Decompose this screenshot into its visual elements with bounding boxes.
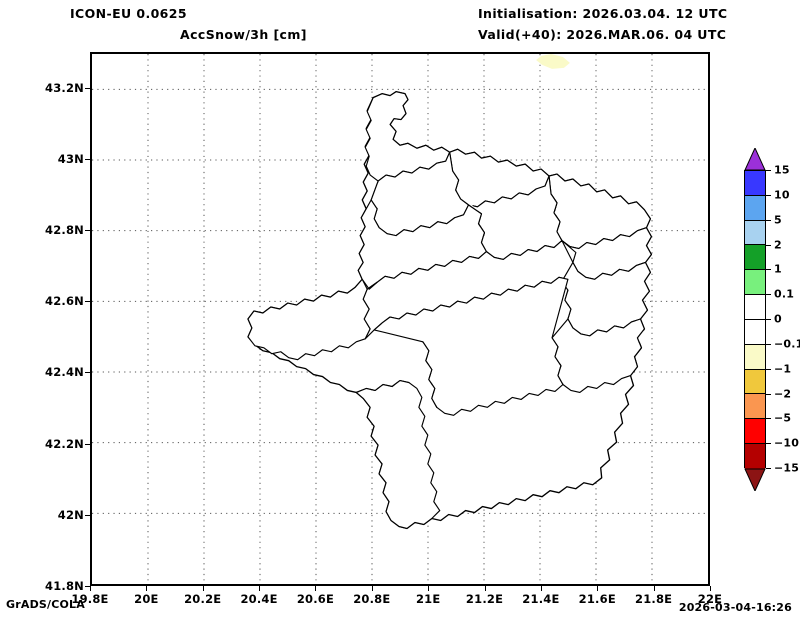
colorbar-band: [745, 245, 765, 270]
x-tick: [710, 586, 711, 591]
y-tick: [85, 515, 90, 516]
colorbar-band: [745, 345, 765, 370]
colorbar-band: [745, 394, 765, 419]
x-axis-label: 21.8E: [635, 592, 672, 606]
y-tick: [85, 230, 90, 231]
colorbar-band: [745, 419, 765, 444]
colorbar-tick-labels: 15 10 5 2 1 0.1 0 −0.1 −1 −2 −5 −10 −15: [768, 148, 800, 490]
x-tick: [259, 586, 260, 591]
colorbar: [744, 148, 766, 490]
colorbar-band: [745, 221, 765, 246]
x-axis-label: 20.6E: [297, 592, 334, 606]
colorbar-tick: [766, 369, 771, 370]
y-tick: [85, 301, 90, 302]
x-axis-label: 20.8E: [353, 592, 390, 606]
colorbar-label: −1: [774, 362, 791, 375]
colorbar-label: 1: [774, 263, 782, 276]
colorbar-label: 10: [774, 188, 790, 201]
x-tick: [146, 586, 147, 591]
y-axis-label: 42.4N: [36, 365, 84, 379]
y-axis-label: 42.2N: [36, 437, 84, 451]
colorbar-arrow-down: [744, 468, 766, 491]
x-axis-label: 21.6E: [579, 592, 616, 606]
colorbar-band: [745, 444, 765, 469]
colorbar-band: [745, 295, 765, 320]
map-plot-area: [90, 52, 710, 586]
valid-time-label: Valid(+40): 2026.MAR.06. 04 UTC: [478, 27, 726, 42]
colorbar-label: 5: [774, 213, 782, 226]
colorbar-label: 0: [774, 313, 782, 326]
x-tick: [203, 586, 204, 591]
colorbar-tick: [766, 245, 771, 246]
y-axis-label: 42N: [36, 508, 84, 522]
y-axis-label: 42.8N: [36, 223, 84, 237]
colorbar-arrow-up: [744, 148, 766, 171]
colorbar-band: [745, 270, 765, 295]
colorbar-tick: [766, 319, 771, 320]
colorbar-label: −5: [774, 412, 791, 425]
x-axis-label: 21.2E: [466, 592, 503, 606]
title-field: AccSnow/3h [cm]: [180, 27, 307, 42]
title-model: ICON-EU 0.0625: [70, 6, 187, 21]
render-timestamp: 2026-03-04-16:26: [679, 601, 792, 614]
colorbar-band: [745, 370, 765, 395]
y-tick: [85, 444, 90, 445]
y-tick: [85, 88, 90, 89]
x-tick: [485, 586, 486, 591]
grads-credit: GrADS/COLA: [6, 598, 85, 611]
x-tick: [315, 586, 316, 591]
x-axis-label: 21E: [416, 592, 440, 606]
colorbar-band: [745, 196, 765, 221]
colorbar-band: [745, 320, 765, 345]
x-axis-label: 20.2E: [184, 592, 221, 606]
colorbar-label: 0.1: [774, 288, 794, 301]
colorbar-label: −0.1: [774, 337, 800, 350]
colorbar-tick: [766, 220, 771, 221]
colorbar-tick: [766, 269, 771, 270]
municipality-boundaries: [248, 92, 651, 529]
x-tick: [372, 586, 373, 591]
negative-patch: [536, 54, 570, 69]
colorbar-label: −15: [774, 462, 799, 475]
kosovo-municipality-map: [92, 54, 708, 584]
x-tick: [428, 586, 429, 591]
colorbar-tick: [766, 468, 771, 469]
colorbar-tick: [766, 418, 771, 419]
y-tick: [85, 372, 90, 373]
colorbar-band: [745, 171, 765, 196]
y-axis-label: 41.8N: [36, 579, 84, 593]
x-axis-label: 20E: [134, 592, 158, 606]
y-axis-label: 43N: [36, 152, 84, 166]
colorbar-tick: [766, 394, 771, 395]
colorbar-label: −2: [774, 387, 791, 400]
y-axis-label: 42.6N: [36, 294, 84, 308]
colorbar-tick: [766, 195, 771, 196]
colorbar-label: 15: [774, 164, 790, 177]
colorbar-bands: [744, 170, 766, 468]
y-tick: [85, 586, 90, 587]
x-axis-label: 21.4E: [522, 592, 559, 606]
x-tick: [654, 586, 655, 591]
colorbar-tick: [766, 344, 771, 345]
y-tick: [85, 159, 90, 160]
colorbar-tick: [766, 294, 771, 295]
colorbar-label: −10: [774, 437, 799, 450]
colorbar-label: 2: [774, 238, 782, 251]
precip-patch-layer: [536, 54, 570, 69]
x-tick: [90, 586, 91, 591]
x-tick: [541, 586, 542, 591]
x-axis-label: 20.4E: [240, 592, 277, 606]
x-tick: [597, 586, 598, 591]
colorbar-tick: [766, 170, 771, 171]
colorbar-tick: [766, 443, 771, 444]
initialisation-label: Initialisation: 2026.03.04. 12 UTC: [478, 6, 727, 21]
y-axis-label: 43.2N: [36, 81, 84, 95]
